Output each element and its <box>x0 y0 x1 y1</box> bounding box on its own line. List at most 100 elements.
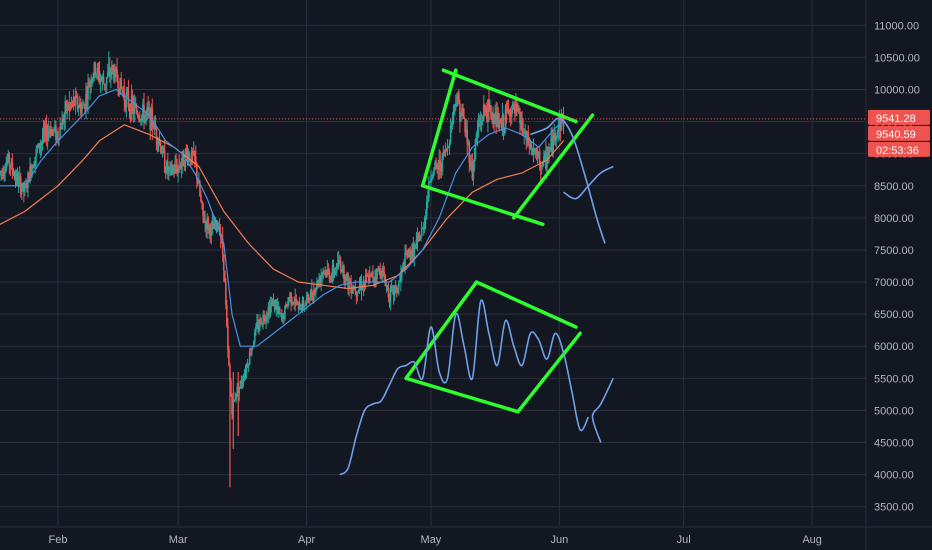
diamond-pattern-line <box>474 280 578 329</box>
candle-body <box>492 113 494 121</box>
candle-body <box>416 234 419 240</box>
candle-body <box>511 103 514 110</box>
candle-body <box>358 286 361 290</box>
candle-body <box>377 269 379 272</box>
candle-body <box>111 65 113 74</box>
candle-body <box>504 108 507 129</box>
candle-body <box>540 165 543 170</box>
ma-slow-line <box>0 124 565 290</box>
candle-body <box>76 97 79 109</box>
candle-body <box>280 313 283 320</box>
candle-body <box>293 302 295 304</box>
candle-body <box>151 107 154 128</box>
candle-body <box>337 259 340 267</box>
candle-body <box>163 151 166 173</box>
candle-body <box>181 151 184 164</box>
candle-body <box>71 101 74 103</box>
candle-body <box>40 142 43 146</box>
candle-body <box>462 108 464 118</box>
candle-body <box>65 101 68 111</box>
candle-body <box>407 249 409 258</box>
candle-body <box>384 279 387 287</box>
candle-body <box>470 161 473 167</box>
candle-body <box>12 171 15 176</box>
candle-body <box>431 178 433 179</box>
candle-body <box>11 161 14 172</box>
candle-body <box>271 300 274 303</box>
candle-body <box>546 156 548 169</box>
candle-body <box>404 252 406 270</box>
price-badge <box>868 125 930 141</box>
candle-body <box>120 77 122 88</box>
price-badge-text: 02:53:36 <box>876 145 919 157</box>
candle-body <box>357 289 360 293</box>
x-tick-label: May <box>421 534 442 546</box>
candle-body <box>548 151 550 159</box>
candle-body <box>266 315 269 317</box>
candle-body <box>319 278 321 283</box>
candle-body <box>70 101 73 105</box>
x-tick-label: Feb <box>49 534 68 546</box>
candle-body <box>461 108 463 114</box>
candle-body <box>371 271 373 275</box>
candle-body <box>430 178 432 183</box>
candle-body <box>516 103 518 111</box>
candle-body <box>472 161 475 179</box>
candle-body <box>176 167 178 173</box>
candle-body <box>106 72 109 78</box>
candle-body <box>208 225 211 230</box>
candle-body <box>32 165 34 168</box>
candle-body <box>260 318 262 324</box>
candle-body <box>209 225 212 236</box>
candle-body <box>414 245 417 247</box>
candle-body <box>295 298 298 305</box>
candle-body <box>8 153 11 166</box>
candle-body <box>24 186 26 192</box>
candle-body <box>17 178 20 185</box>
candle-body <box>121 87 124 92</box>
candle-body <box>123 92 126 101</box>
candle-body <box>369 273 371 283</box>
candle-body <box>283 314 285 320</box>
candle-body <box>233 400 235 402</box>
candle-body <box>529 144 532 148</box>
candle-body <box>1 171 3 173</box>
candle-body <box>101 76 104 80</box>
candle-body <box>37 143 40 148</box>
candle-body <box>44 125 47 133</box>
candle-body <box>292 302 294 305</box>
upper-channel-line <box>420 68 458 188</box>
candle-body <box>267 307 270 316</box>
candle-body <box>323 270 326 272</box>
candle-body <box>449 125 452 143</box>
candle-body <box>91 78 93 85</box>
candle-body <box>448 142 451 147</box>
candle-body <box>81 107 83 114</box>
candle-body <box>4 170 6 174</box>
candle-body <box>465 129 467 133</box>
candle-body <box>413 246 416 260</box>
candle-body <box>285 304 287 307</box>
candle-body <box>383 272 386 280</box>
candle-body <box>409 250 412 260</box>
candle-body <box>13 175 16 177</box>
candle-body <box>458 93 460 104</box>
grid-layer <box>0 0 866 526</box>
candle-body <box>10 161 13 168</box>
candle-body <box>300 308 303 311</box>
candle-body <box>471 161 474 179</box>
candle-body <box>201 200 203 203</box>
candle-body <box>481 119 484 122</box>
x-tick-label: Jun <box>551 534 569 546</box>
candle-body <box>425 201 428 217</box>
candle-body <box>436 164 438 168</box>
candle-body <box>33 165 35 168</box>
candle-body <box>313 289 315 301</box>
candle-body <box>78 103 81 108</box>
candle-body <box>26 184 28 188</box>
candle-body <box>42 129 45 140</box>
candle-body <box>130 95 133 119</box>
candle-body <box>193 151 196 157</box>
candle-body <box>97 67 100 71</box>
